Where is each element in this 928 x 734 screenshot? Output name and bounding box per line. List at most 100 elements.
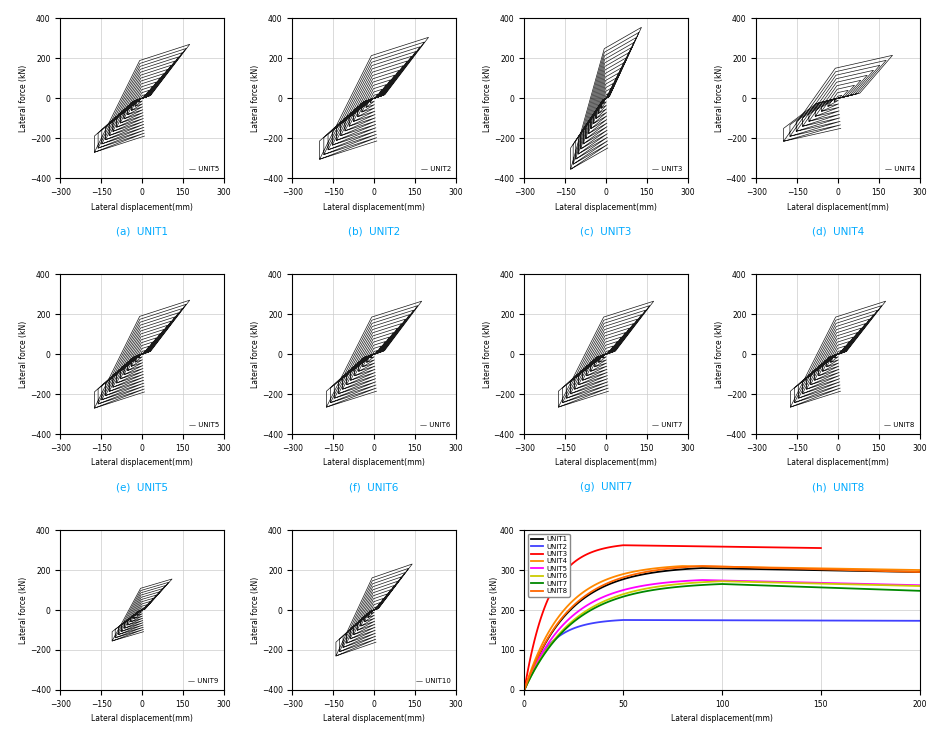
X-axis label: Lateral displacement(mm): Lateral displacement(mm)	[555, 203, 656, 211]
Text: — UNIT5: — UNIT5	[188, 422, 219, 428]
UNIT6	[538, 649, 549, 658]
UNIT8	[590, 584, 601, 593]
UNIT1	[696, 564, 707, 573]
X-axis label: Lateral displacement(mm): Lateral displacement(mm)	[555, 459, 656, 468]
Y-axis label: Lateral force (kN): Lateral force (kN)	[715, 321, 724, 388]
UNIT2	[693, 616, 704, 625]
UNIT3	[693, 542, 704, 550]
Y-axis label: Lateral force (kN): Lateral force (kN)	[489, 576, 498, 644]
UNIT5	[696, 575, 707, 584]
UNIT8	[536, 644, 548, 653]
UNIT4	[518, 686, 529, 694]
Line: UNIT1: UNIT1	[523, 568, 919, 690]
UNIT1	[653, 567, 664, 576]
Text: — UNIT10: — UNIT10	[416, 677, 450, 683]
UNIT5	[696, 575, 707, 584]
UNIT1	[780, 565, 791, 574]
UNIT5	[653, 579, 664, 588]
Text: (d)  UNIT4: (d) UNIT4	[811, 226, 863, 236]
UNIT2	[559, 628, 570, 637]
Y-axis label: Lateral force (kN): Lateral force (kN)	[715, 65, 724, 132]
Y-axis label: Lateral force (kN): Lateral force (kN)	[19, 321, 28, 388]
UNIT5	[780, 578, 791, 586]
UNIT8	[653, 565, 664, 574]
UNIT3	[559, 567, 570, 576]
UNIT7	[669, 583, 680, 592]
Line: UNIT6: UNIT6	[523, 581, 919, 690]
X-axis label: Lateral displacement(mm): Lateral displacement(mm)	[323, 714, 424, 723]
UNIT7	[599, 599, 610, 608]
X-axis label: Lateral displacement(mm): Lateral displacement(mm)	[670, 714, 772, 723]
UNIT2	[528, 662, 539, 671]
UNIT4	[535, 644, 546, 653]
UNIT5	[518, 686, 529, 694]
UNIT4	[638, 565, 650, 574]
UNIT3	[617, 541, 628, 550]
UNIT6	[913, 581, 924, 590]
Line: UNIT2: UNIT2	[523, 620, 919, 690]
UNIT3	[667, 542, 678, 550]
X-axis label: Lateral displacement(mm): Lateral displacement(mm)	[91, 714, 193, 723]
UNIT2	[617, 616, 628, 625]
UNIT7	[715, 580, 727, 589]
Text: — UNIT7: — UNIT7	[651, 422, 682, 428]
UNIT4	[913, 566, 924, 575]
UNIT4	[583, 584, 594, 593]
UNIT8	[518, 686, 529, 694]
Text: (h)  UNIT8: (h) UNIT8	[811, 482, 863, 492]
UNIT2	[518, 686, 529, 694]
UNIT8	[913, 567, 924, 576]
X-axis label: Lateral displacement(mm): Lateral displacement(mm)	[786, 459, 888, 468]
UNIT6	[599, 597, 610, 606]
Text: (f)  UNIT6: (f) UNIT6	[349, 482, 398, 492]
Line: UNIT7: UNIT7	[523, 584, 919, 690]
Text: (g)  UNIT7: (g) UNIT7	[579, 482, 631, 492]
UNIT1	[536, 644, 548, 653]
Text: — UNIT6: — UNIT6	[420, 422, 450, 428]
Line: UNIT3: UNIT3	[523, 545, 820, 690]
UNIT5	[536, 648, 548, 657]
X-axis label: Lateral displacement(mm): Lateral displacement(mm)	[91, 459, 193, 468]
Legend: UNIT1, UNIT2, UNIT3, UNIT4, UNIT5, UNIT6, UNIT7, UNIT8: UNIT1, UNIT2, UNIT3, UNIT4, UNIT5, UNIT6…	[527, 534, 569, 597]
UNIT5	[752, 577, 763, 586]
UNIT1	[913, 567, 924, 576]
UNIT6	[792, 578, 803, 587]
Text: — UNIT3: — UNIT3	[651, 166, 682, 172]
UNIT7	[715, 580, 727, 589]
Y-axis label: Lateral force (kN): Lateral force (kN)	[483, 65, 492, 132]
Y-axis label: Lateral force (kN): Lateral force (kN)	[251, 321, 260, 388]
UNIT1	[696, 564, 707, 573]
UNIT3	[528, 636, 539, 645]
Text: — UNIT8: — UNIT8	[883, 422, 914, 428]
UNIT1	[590, 586, 601, 595]
UNIT3	[815, 544, 826, 553]
UNIT6	[518, 686, 529, 694]
UNIT2	[731, 616, 742, 625]
Y-axis label: Lateral force (kN): Lateral force (kN)	[483, 321, 492, 388]
Y-axis label: Lateral force (kN): Lateral force (kN)	[19, 65, 28, 132]
Text: (c)  UNIT3: (c) UNIT3	[580, 226, 631, 236]
Line: UNIT4: UNIT4	[523, 566, 919, 690]
UNIT4	[677, 562, 688, 570]
Y-axis label: Lateral force (kN): Lateral force (kN)	[19, 576, 28, 644]
UNIT8	[696, 562, 707, 570]
UNIT1	[518, 686, 529, 694]
X-axis label: Lateral displacement(mm): Lateral displacement(mm)	[323, 203, 424, 211]
Y-axis label: Lateral force (kN): Lateral force (kN)	[251, 576, 260, 644]
UNIT4	[677, 562, 688, 570]
UNIT4	[767, 563, 779, 572]
Y-axis label: Lateral force (kN): Lateral force (kN)	[251, 65, 260, 132]
UNIT2	[913, 617, 924, 625]
X-axis label: Lateral displacement(mm): Lateral displacement(mm)	[786, 203, 888, 211]
UNIT3	[617, 541, 628, 550]
Text: — UNIT9: — UNIT9	[188, 677, 219, 683]
Text: — UNIT5: — UNIT5	[188, 166, 219, 172]
UNIT3	[594, 545, 605, 554]
UNIT2	[594, 618, 605, 627]
UNIT1	[752, 564, 763, 573]
Text: — UNIT2: — UNIT2	[420, 166, 450, 172]
UNIT6	[715, 577, 727, 586]
UNIT8	[752, 563, 763, 572]
UNIT5	[590, 595, 601, 604]
Text: (a)  UNIT1: (a) UNIT1	[116, 226, 168, 236]
